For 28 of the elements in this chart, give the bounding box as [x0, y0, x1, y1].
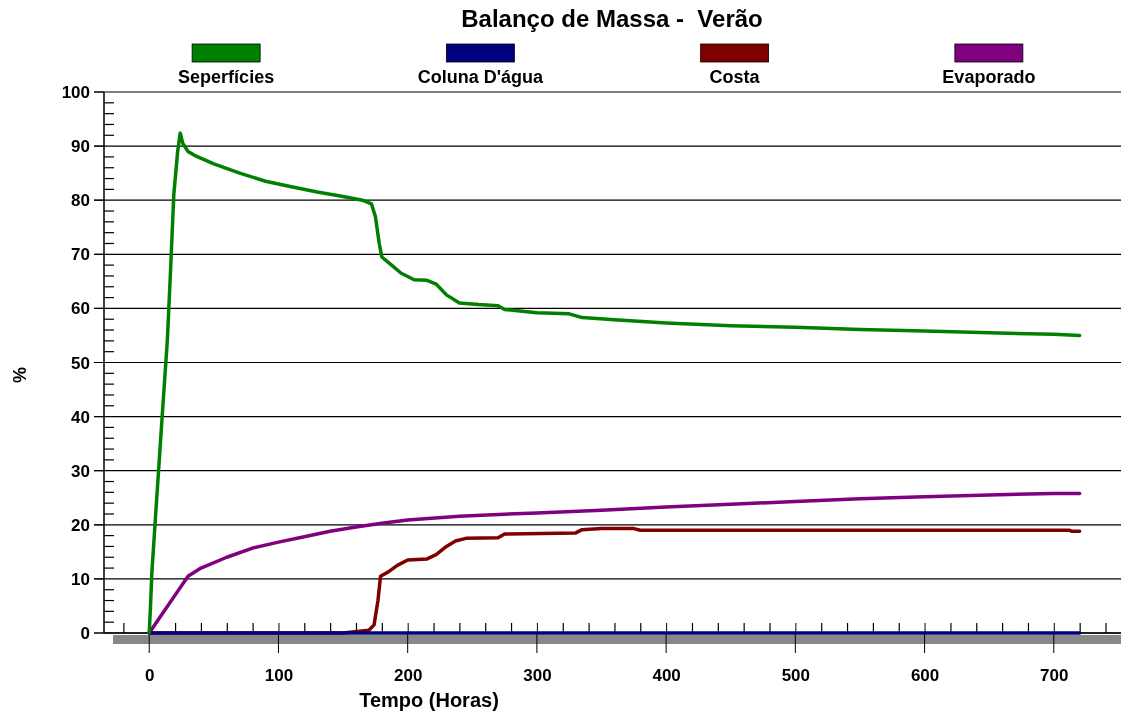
chart-title: Balanço de Massa - Verão [461, 5, 763, 32]
y-tick-label: 70 [71, 245, 90, 265]
y-tick-label: 0 [80, 624, 90, 643]
y-tick-label: 10 [71, 569, 90, 589]
x-tick-label: 600 [910, 666, 940, 686]
legend-label: Evaporado [942, 67, 1036, 87]
y-tick-label: 50 [71, 353, 90, 373]
legend-label: Coluna D'água [417, 67, 544, 87]
legend-label: Seperfícies [178, 67, 275, 87]
line-series [147, 131, 1082, 635]
x-axis-title: Tempo (Horas) [359, 689, 499, 711]
y-tick-label: 60 [71, 299, 90, 319]
x-tick-label: 500 [781, 666, 811, 686]
x-tick-label: 700 [1040, 666, 1069, 686]
x-tick-label: 0 [144, 666, 155, 686]
legend-label: Costa [709, 67, 761, 87]
x-tick-label: 300 [523, 666, 552, 686]
y-tick-label: 30 [71, 461, 90, 481]
x-tick-label: 200 [393, 666, 423, 686]
x-tick-label: 100 [264, 666, 294, 686]
y-axis-title: % [10, 366, 30, 384]
y-tick-label: 80 [71, 191, 90, 211]
y-tick-label: 20 [71, 515, 90, 535]
y-tick-label: 100 [61, 83, 90, 102]
y-tick-label: 40 [71, 407, 90, 427]
line-series [147, 491, 1082, 635]
y-tick-label: 90 [71, 137, 90, 157]
x-tick-label: 400 [652, 666, 681, 686]
